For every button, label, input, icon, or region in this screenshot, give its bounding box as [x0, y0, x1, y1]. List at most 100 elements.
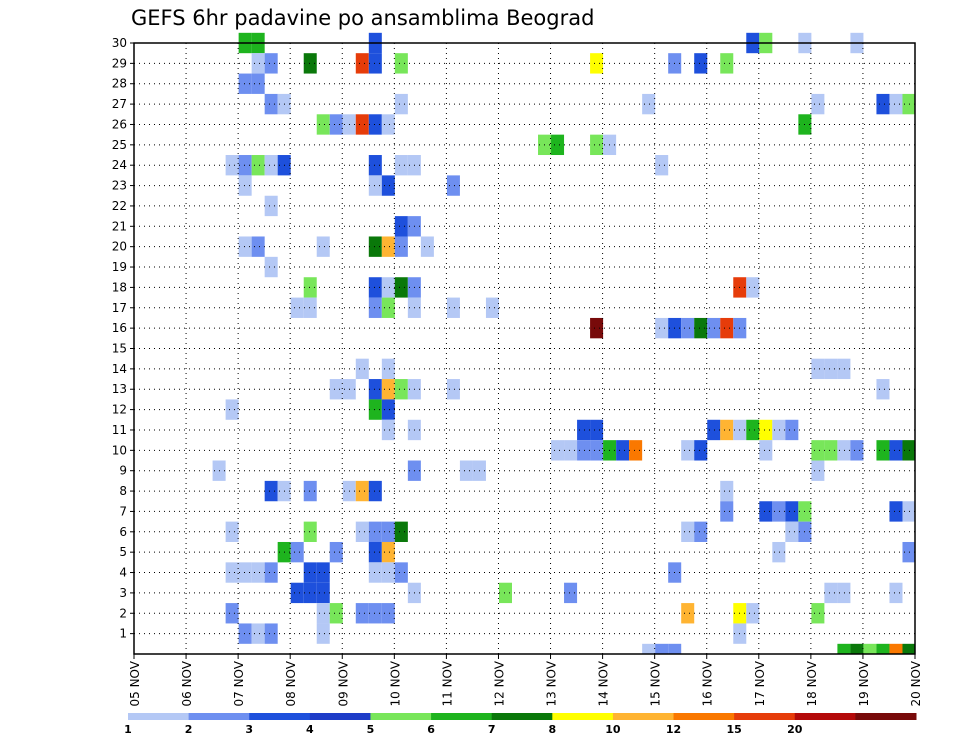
precip-cell-m5-s16 — [329, 541, 343, 563]
precip-cell-m8-s46 — [720, 480, 734, 502]
precip-cell-m18-s21 — [394, 277, 408, 298]
y-tick-label: 29 — [112, 56, 127, 70]
precip-cell-m26-s15 — [316, 114, 330, 135]
legend-swatch — [128, 713, 190, 720]
legend-label: 7 — [488, 723, 496, 736]
precip-cell-m27-s53 — [811, 93, 825, 115]
precip-cell-m5-s50 — [772, 541, 786, 563]
precip-cell-m29-s46 — [720, 53, 734, 74]
precip-cell-m29-s18 — [355, 53, 369, 74]
precip-cell-m10-s38 — [616, 440, 630, 461]
precip-cell-m20-s15 — [316, 236, 330, 257]
y-axis-ticks: 1234567891011121314151617181920212223242… — [112, 36, 134, 641]
precip-cell-m17-s19 — [368, 297, 382, 318]
precip-cell-m24-s11 — [264, 155, 278, 176]
precip-cell-m27-s40 — [642, 93, 656, 115]
legend-swatch — [673, 713, 735, 720]
precip-cell-m8-s19 — [368, 480, 382, 502]
precip-cell-m2-s18 — [355, 603, 369, 624]
precip-cell-m2-s8 — [225, 603, 239, 624]
y-tick-label: 18 — [112, 280, 127, 294]
precip-cell-m14-s20 — [381, 358, 395, 380]
precip-cell-m11-s50 — [772, 419, 786, 441]
y-tick-label: 15 — [112, 342, 127, 356]
precip-cell-m7-s51 — [785, 501, 799, 522]
precip-cell-m16-s46 — [720, 317, 734, 339]
y-tick-label: 27 — [112, 97, 127, 111]
legend-swatch — [431, 713, 493, 720]
precip-cell-m3-s15 — [316, 582, 330, 604]
precipitation-cells — [212, 32, 915, 654]
y-tick-label: 6 — [119, 525, 127, 539]
precip-cell-m18-s14 — [303, 277, 317, 298]
precip-cell-m2-s15 — [316, 603, 330, 624]
precip-cell-m3-s54 — [824, 582, 838, 604]
precip-cell-m4-s8 — [225, 562, 239, 583]
precip-cell-m17-s20 — [381, 297, 395, 318]
precip-cell-m13-s25 — [446, 379, 460, 400]
precip-cell-m8-s11 — [264, 480, 278, 502]
precip-cell-m27-s59 — [889, 93, 903, 115]
precip-cell-m27-s11 — [264, 93, 278, 115]
precip-cell-m24-s9 — [238, 155, 252, 176]
legend-swatch — [309, 713, 371, 720]
y-tick-label: 2 — [119, 606, 127, 620]
precip-cell-m18-s19 — [368, 277, 382, 298]
color-legend: 1 2 3 4 5 6 7 8 10 12 15 20 — [124, 713, 917, 736]
y-tick-label: 23 — [112, 179, 127, 193]
precip-cell-m6-s44 — [694, 521, 708, 542]
y-tick-label: 25 — [112, 138, 127, 152]
precip-cell-m7-s59 — [889, 501, 903, 522]
precip-cell-m10-s33 — [551, 440, 565, 461]
precip-cell-m19-s11 — [264, 256, 278, 278]
precip-cell-m10-s58 — [876, 440, 890, 461]
precip-cell-m20-s10 — [251, 236, 265, 257]
precip-cell-m0-s58 — [876, 643, 890, 654]
precip-cell-m27-s58 — [876, 93, 890, 115]
precip-cell-m7-s60 — [902, 501, 915, 522]
precip-cell-m11-s36 — [590, 419, 604, 441]
legend-swatch — [794, 713, 856, 720]
precip-cell-m11-s46 — [720, 419, 734, 441]
precip-cell-m6-s19 — [368, 521, 382, 542]
precip-cell-m10-s53 — [811, 440, 825, 461]
precip-cell-m10-s60 — [902, 440, 915, 461]
precip-cell-m16-s44 — [694, 317, 708, 339]
y-tick-label: 4 — [119, 566, 127, 580]
precip-cell-m11-s49 — [759, 419, 773, 441]
precip-cell-m4-s19 — [368, 562, 382, 583]
precip-cell-m20-s21 — [394, 236, 408, 257]
precip-cell-m27-s21 — [394, 93, 408, 115]
precip-cell-m29-s36 — [590, 53, 604, 74]
precip-cell-m10-s49 — [759, 440, 773, 461]
y-tick-label: 24 — [112, 158, 127, 172]
precip-cell-m3-s59 — [889, 582, 903, 604]
precip-cell-m10-s43 — [681, 440, 695, 461]
legend-label: 5 — [367, 723, 375, 736]
precip-cell-m17-s25 — [446, 297, 460, 318]
precip-cell-m25-s33 — [551, 134, 565, 156]
legend-swatch — [370, 713, 432, 720]
precip-cell-m6-s51 — [785, 521, 799, 542]
precip-cell-m0-s59 — [889, 643, 903, 654]
precip-cell-m2-s19 — [368, 603, 382, 624]
precip-cell-m13-s16 — [329, 379, 343, 400]
legend-label: 6 — [427, 723, 435, 736]
precip-cell-m13-s58 — [876, 379, 890, 400]
precip-cell-m0-s42 — [668, 643, 682, 654]
precip-cell-m29-s11 — [264, 53, 278, 74]
precip-cell-m29-s21 — [394, 53, 408, 74]
precip-cell-m4-s14 — [303, 562, 317, 583]
y-tick-label: 26 — [112, 117, 127, 131]
precip-cell-m26-s18 — [355, 114, 369, 135]
precip-cell-m24-s41 — [655, 155, 669, 176]
precip-cell-m27-s60 — [902, 93, 915, 115]
precip-cell-m10-s35 — [577, 440, 591, 461]
y-tick-label: 12 — [112, 403, 127, 417]
x-tick-label: 09 NOV — [336, 660, 350, 706]
x-tick-label: 14 NOV — [597, 660, 611, 706]
precip-cell-m18-s20 — [381, 277, 395, 298]
precip-cell-m6-s14 — [303, 521, 317, 542]
precip-cell-m29-s10 — [251, 53, 265, 74]
legend-swatch — [612, 713, 675, 720]
